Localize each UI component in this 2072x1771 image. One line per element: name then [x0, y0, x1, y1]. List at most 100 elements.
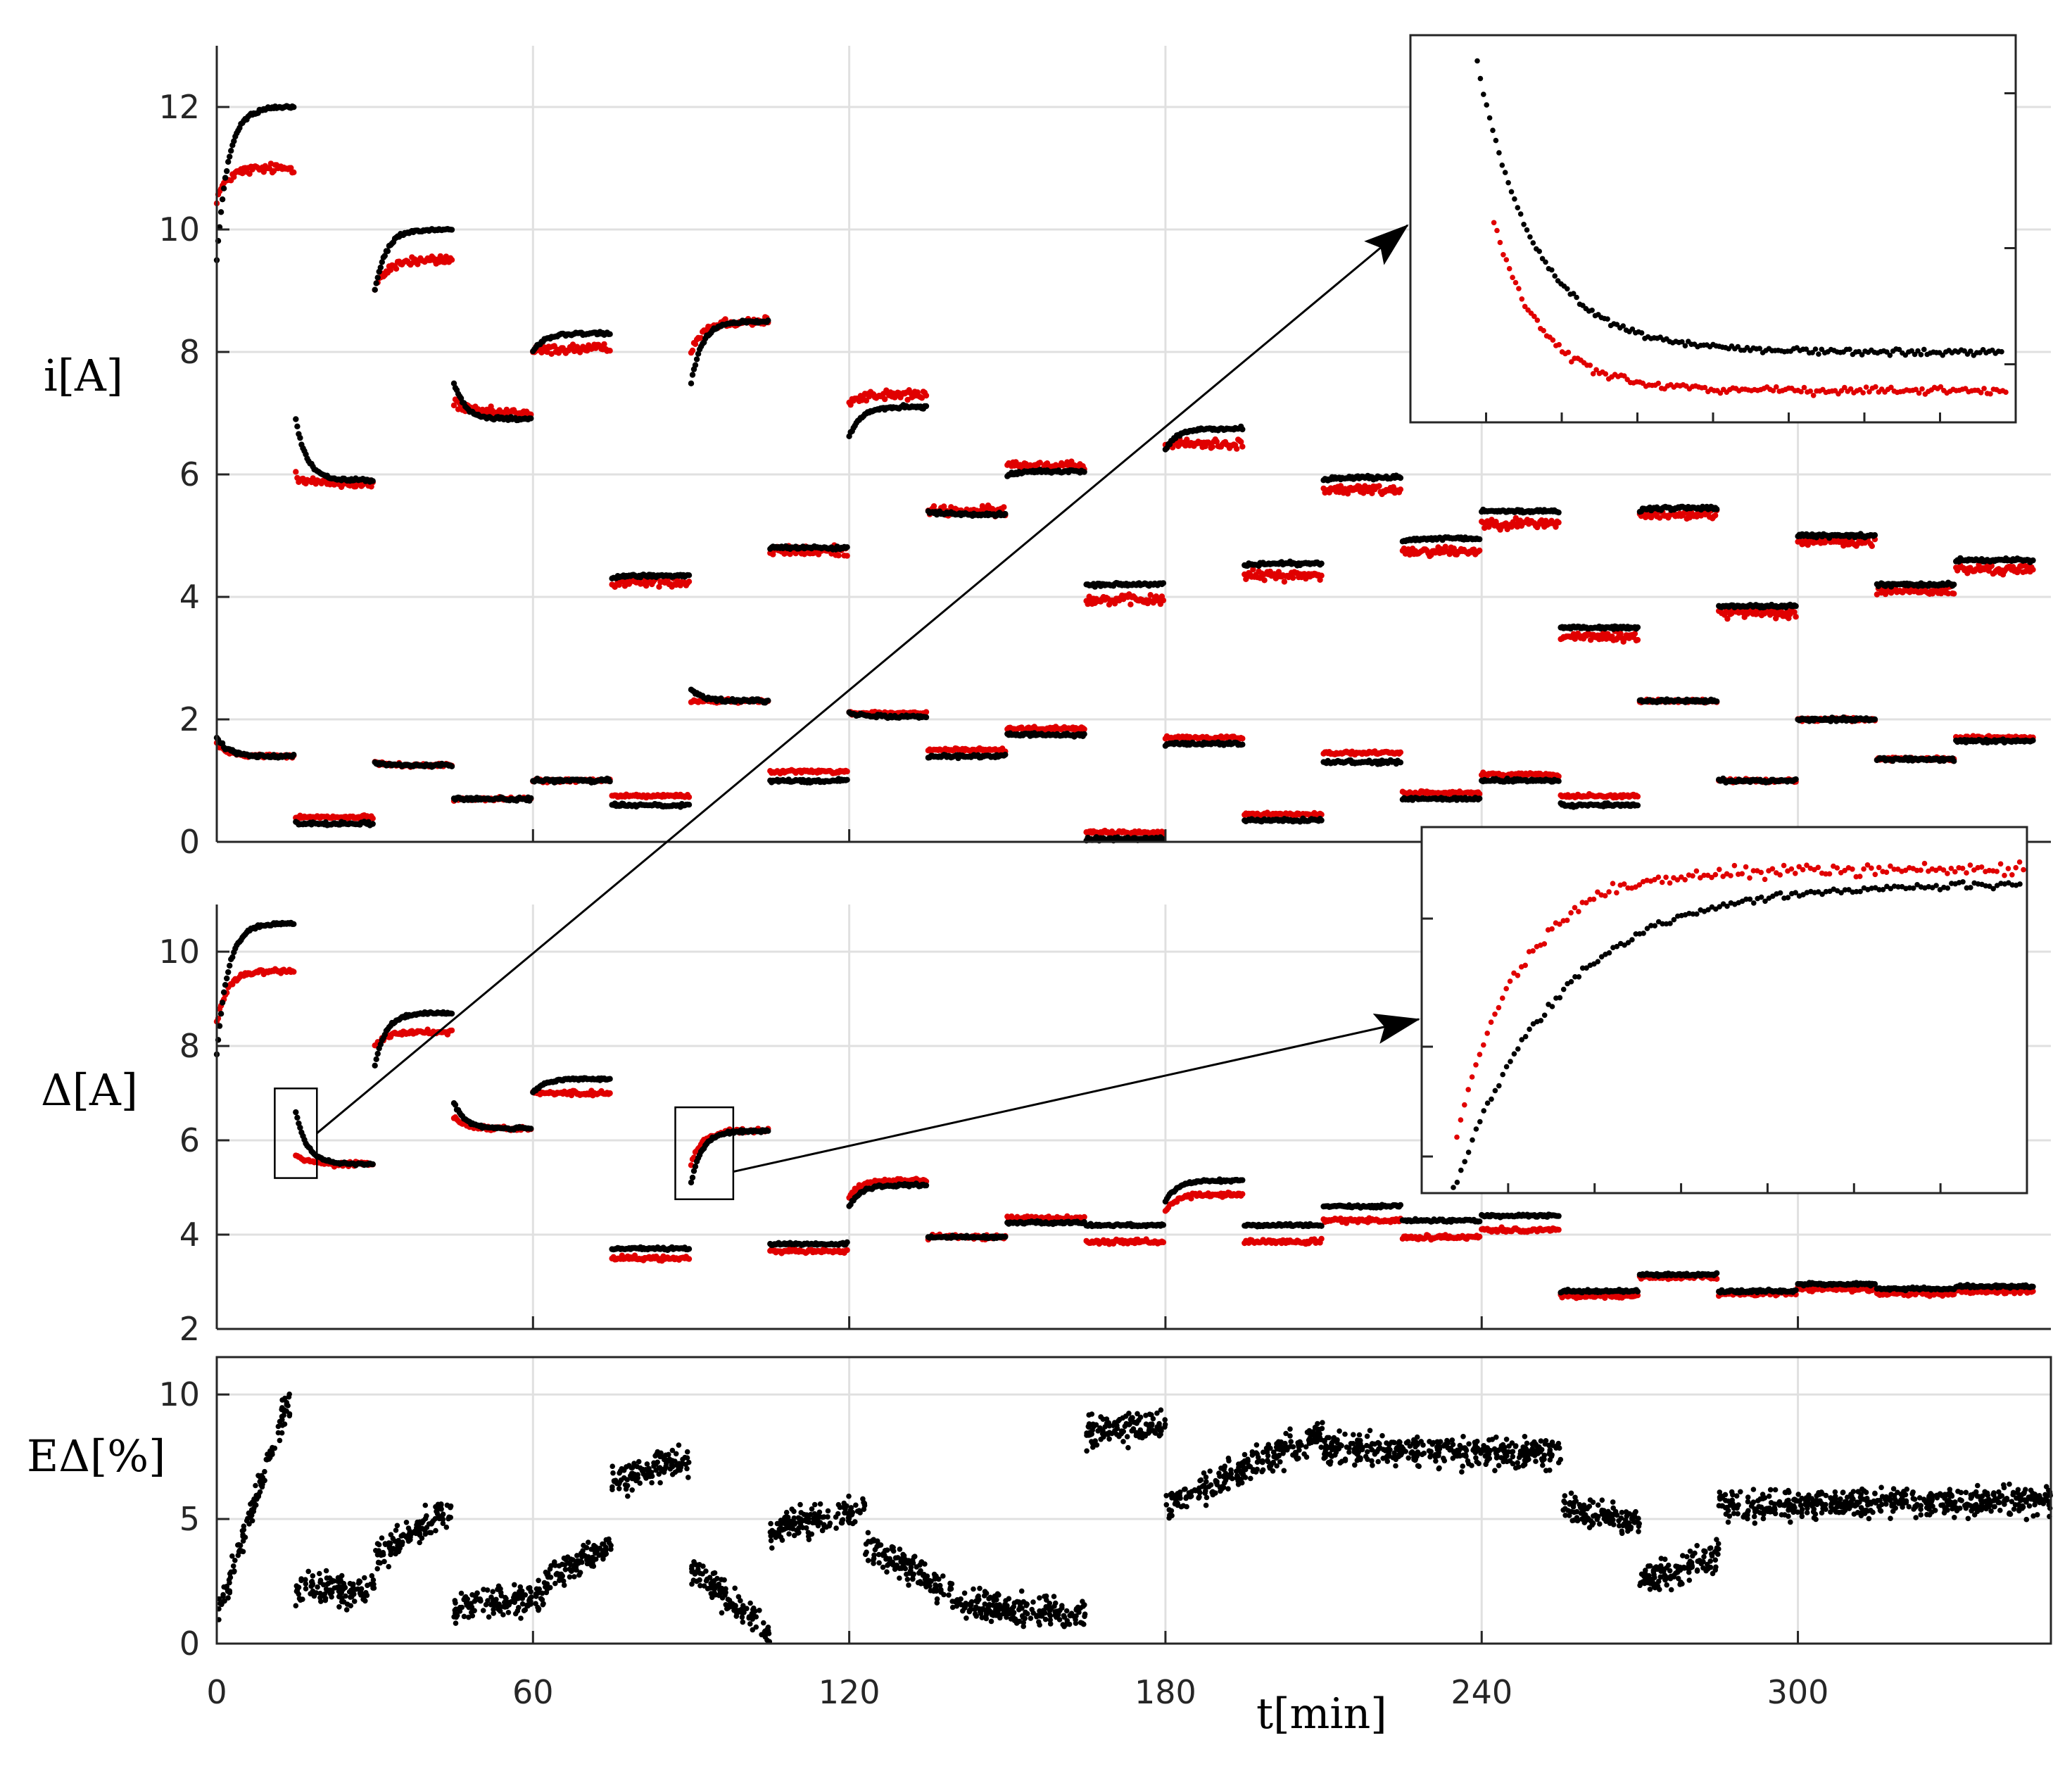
- measured-point: [1871, 532, 1878, 538]
- estimated-point: [689, 347, 696, 354]
- measured-point: [688, 380, 695, 386]
- estimated-point: [844, 553, 850, 559]
- measured-point: [294, 423, 301, 429]
- measured-point: [1477, 536, 1483, 543]
- estimated-point: [1052, 462, 1059, 468]
- measured-point: [297, 434, 303, 441]
- estimated-point: [941, 503, 947, 510]
- estimated-point: [770, 551, 776, 557]
- measured-point: [1397, 474, 1404, 481]
- estimated-point: [1951, 591, 1957, 597]
- estimated-point: [1397, 486, 1404, 493]
- estimated-point: [1037, 460, 1044, 466]
- estimated-point: [1234, 446, 1240, 452]
- estimated-point: [288, 165, 294, 171]
- measured-point: [686, 802, 693, 808]
- estimated-point: [2030, 567, 2036, 573]
- estimated-point: [844, 768, 850, 775]
- estimated-point: [1250, 566, 1256, 573]
- estimated-point: [835, 553, 842, 559]
- measured-point: [1951, 581, 1957, 588]
- measured-point: [1871, 716, 1878, 723]
- estimated-point: [1261, 577, 1268, 584]
- measured-point: [1081, 731, 1087, 738]
- estimated-point: [930, 503, 937, 510]
- measured-point: [1397, 760, 1404, 766]
- measured-point: [1318, 817, 1325, 824]
- estimated-point: [1712, 512, 1719, 519]
- measured-point: [844, 776, 850, 783]
- estimated-point: [450, 402, 457, 409]
- estimated-point: [1160, 597, 1167, 604]
- measured-point: [528, 795, 534, 802]
- estimated-point: [246, 170, 253, 177]
- measured-point: [228, 148, 234, 154]
- measured-point: [1002, 751, 1009, 758]
- measured-point: [1793, 776, 1799, 783]
- measured-point: [1239, 741, 1246, 748]
- estimated-point: [692, 341, 699, 347]
- measured-point: [372, 286, 378, 293]
- measured-point: [1081, 469, 1087, 475]
- estimated-point: [1147, 592, 1154, 598]
- measured-point: [692, 362, 699, 368]
- estimated-point: [601, 341, 607, 348]
- estimated-point: [1634, 793, 1641, 800]
- measured-point: [291, 104, 297, 111]
- estimated-point: [387, 267, 394, 273]
- estimated-point: [1275, 569, 1282, 575]
- estimated-point: [1127, 601, 1134, 607]
- measured-point: [1477, 795, 1483, 802]
- measured-point: [225, 158, 232, 165]
- estimated-point: [1281, 579, 1288, 585]
- measured-point: [373, 280, 379, 286]
- estimated-point: [882, 396, 888, 403]
- estimated-point: [1477, 547, 1483, 554]
- estimated-point: [686, 794, 693, 800]
- measured-point: [528, 415, 534, 422]
- estimated-point: [656, 584, 662, 590]
- measured-point: [448, 227, 455, 233]
- estimated-point: [1289, 574, 1296, 581]
- measured-point: [1555, 778, 1562, 784]
- measured-point: [217, 209, 225, 215]
- measured-point: [369, 478, 376, 484]
- measured-point: [765, 698, 771, 704]
- estimated-point: [1791, 609, 1798, 615]
- estimated-point: [1318, 572, 1325, 579]
- measured-point: [224, 168, 230, 175]
- estimated-point: [1587, 637, 1594, 643]
- estimated-point: [1239, 443, 1246, 450]
- estimated-point: [291, 169, 297, 175]
- estimated-point: [1451, 546, 1457, 552]
- estimated-point: [923, 392, 930, 399]
- estimated-point: [1631, 631, 1638, 637]
- estimated-point: [1213, 439, 1220, 445]
- estimated-point: [904, 396, 911, 403]
- panel-current-points: [213, 103, 2036, 844]
- estimated-point: [1793, 614, 1799, 620]
- measured-point: [222, 175, 229, 181]
- estimated-point: [722, 316, 728, 322]
- estimated-point: [1442, 543, 1448, 550]
- estimated-point: [448, 257, 455, 263]
- measured-point: [1793, 603, 1799, 610]
- measured-point: [1634, 802, 1641, 809]
- measured-point: [1634, 624, 1641, 631]
- measured-point: [1239, 426, 1246, 433]
- measured-point: [689, 372, 696, 378]
- estimated-point: [697, 335, 705, 341]
- estimated-point: [1397, 749, 1404, 756]
- measured-point: [693, 356, 700, 363]
- estimated-point: [270, 168, 277, 175]
- measured-point: [448, 763, 455, 770]
- estimated-point: [1344, 491, 1351, 497]
- estimated-point: [1239, 736, 1246, 742]
- estimated-point: [847, 401, 854, 408]
- measured-point: [1318, 560, 1325, 567]
- estimated-point: [1617, 631, 1624, 637]
- estimated-point: [1634, 636, 1641, 643]
- measured-point: [686, 572, 693, 579]
- measured-point: [1160, 580, 1167, 586]
